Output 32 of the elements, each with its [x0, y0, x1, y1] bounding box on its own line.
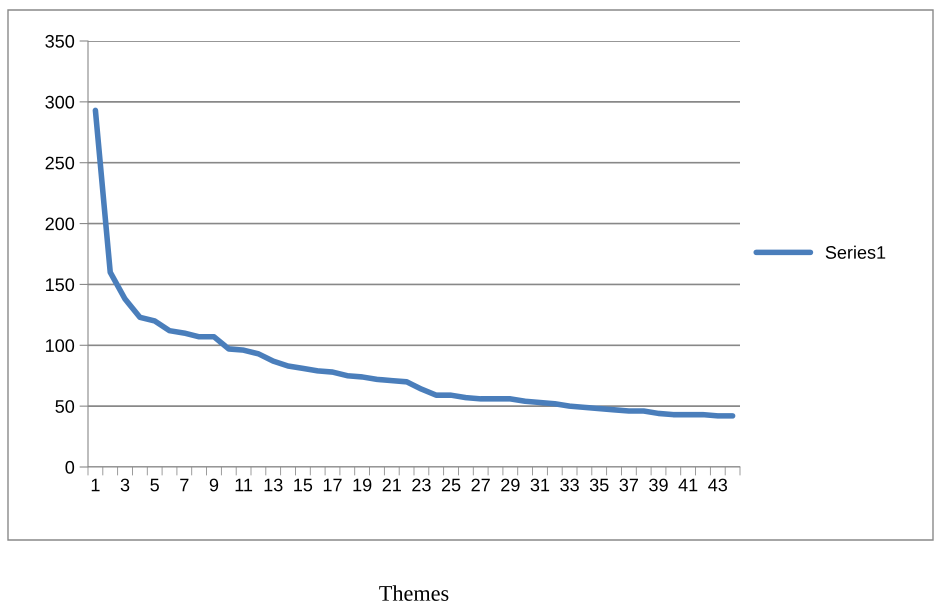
- x-tick-label: 35: [590, 478, 609, 492]
- y-tick-label: 300: [45, 96, 74, 109]
- y-tick-label: 100: [46, 339, 74, 352]
- x-tick-label: 31: [530, 478, 550, 492]
- x-tick-label: 25: [442, 478, 460, 492]
- x-tick-label: 17: [324, 478, 342, 492]
- x-tick-label: 13: [264, 478, 282, 492]
- x-tick-label: 21: [382, 478, 401, 492]
- x-tick-label: 1: [92, 478, 100, 492]
- x-tick-label: 41: [678, 478, 698, 492]
- x-tick-label: 39: [649, 478, 668, 492]
- x-tick-label: 3: [120, 478, 130, 492]
- x-axis-title: Themes: [379, 585, 448, 601]
- x-tick-label: 15: [294, 478, 312, 492]
- x-tick-label: 7: [180, 478, 188, 492]
- x-tick-label: 9: [210, 478, 218, 492]
- x-tick-label: 23: [412, 478, 431, 492]
- legend-label: Series1: [826, 246, 886, 259]
- y-tick-label: 0: [65, 460, 74, 474]
- y-tick-label: 250: [46, 156, 74, 170]
- y-tick-label: 50: [55, 400, 74, 413]
- x-tick-label: 27: [472, 478, 490, 492]
- x-tick-label: 11: [236, 478, 252, 492]
- y-tick-label: 150: [46, 278, 74, 292]
- x-tick-label: 43: [708, 478, 728, 492]
- x-tick-label: 29: [501, 478, 520, 492]
- y-tick-label: 200: [46, 218, 74, 230]
- x-tick-label: 33: [560, 478, 579, 492]
- y-tick-label: 350: [45, 34, 74, 48]
- x-tick-label: 19: [353, 478, 372, 492]
- x-tick-label: 37: [620, 478, 638, 492]
- x-tick-label: 5: [150, 478, 159, 492]
